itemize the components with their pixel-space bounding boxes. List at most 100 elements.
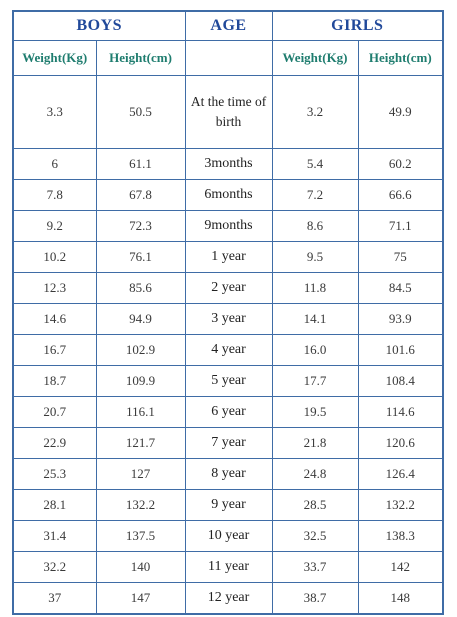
girl-height-cell: 84.5 (357, 272, 444, 304)
boy-height-cell: 127 (95, 458, 186, 490)
age-cell: 12 year (184, 582, 273, 615)
table-row: 14.6 94.9 3 year 14.1 93.9 (12, 303, 444, 335)
boy-height-cell: 132.2 (95, 489, 186, 521)
girl-height-cell: 49.9 (357, 75, 444, 149)
age-cell: 8 year (184, 458, 273, 490)
boy-weight-cell: 20.7 (12, 396, 97, 428)
table-row: 6 61.1 3months 5.4 60.2 (12, 148, 444, 180)
group-header-row: BOYS AGE GIRLS (12, 10, 444, 41)
girl-weight-cell: 8.6 (271, 210, 359, 242)
growth-chart-table: BOYS AGE GIRLS Weight(Kg) Height(cm) Wei… (12, 10, 445, 615)
girl-height-cell: 75 (357, 241, 444, 273)
girl-weight-cell: 9.5 (271, 241, 359, 273)
girl-height-cell: 114.6 (357, 396, 444, 428)
boy-weight-cell: 32.2 (12, 551, 97, 583)
boy-weight-cell: 6 (12, 148, 97, 180)
girls-header: GIRLS (271, 10, 444, 41)
boy-weight-cell: 9.2 (12, 210, 97, 242)
table-row: 18.7 109.9 5 year 17.7 108.4 (12, 365, 444, 397)
boys-header: BOYS (12, 10, 186, 41)
boy-weight-cell: 22.9 (12, 427, 97, 459)
girl-height-cell: 71.1 (357, 210, 444, 242)
boy-weight-cell: 10.2 (12, 241, 97, 273)
girl-height-cell: 142 (357, 551, 444, 583)
girl-weight-cell: 5.4 (271, 148, 359, 180)
boys-height-header: Height(cm) (95, 40, 186, 76)
girl-height-cell: 93.9 (357, 303, 444, 335)
boy-weight-cell: 37 (12, 582, 97, 615)
boy-weight-cell: 12.3 (12, 272, 97, 304)
girl-height-cell: 108.4 (357, 365, 444, 397)
boy-height-cell: 137.5 (95, 520, 186, 552)
age-cell: 3 year (184, 303, 273, 335)
age-birth-label: At the time of birth (190, 94, 267, 129)
table-row: 16.7 102.9 4 year 16.0 101.6 (12, 334, 444, 366)
boy-weight-cell: 25.3 (12, 458, 97, 490)
girl-height-cell: 138.3 (357, 520, 444, 552)
girl-weight-cell: 7.2 (271, 179, 359, 211)
age-cell: 9 year (184, 489, 273, 521)
table-row: 9.2 72.3 9months 8.6 71.1 (12, 210, 444, 242)
table-row: 10.2 76.1 1 year 9.5 75 (12, 241, 444, 273)
girls-height-header: Height(cm) (357, 40, 444, 76)
age-cell: 1 year (184, 241, 273, 273)
girl-height-cell: 132.2 (357, 489, 444, 521)
girls-weight-header: Weight(Kg) (271, 40, 359, 76)
boy-height-cell: 109.9 (95, 365, 186, 397)
girl-weight-cell: 11.8 (271, 272, 359, 304)
girl-weight-cell: 38.7 (271, 582, 359, 615)
girl-weight-cell: 16.0 (271, 334, 359, 366)
table-row: 37 147 12 year 38.7 148 (12, 582, 444, 615)
age-cell: 5 year (184, 365, 273, 397)
age-cell: 9months (184, 210, 273, 242)
age-cell: 6 year (184, 396, 273, 428)
girl-weight-cell: 19.5 (271, 396, 359, 428)
girl-height-cell: 120.6 (357, 427, 444, 459)
girl-weight-cell: 14.1 (271, 303, 359, 335)
table-row: 31.4 137.5 10 year 32.5 138.3 (12, 520, 444, 552)
boy-height-cell: 147 (95, 582, 186, 615)
boy-height-cell: 116.1 (95, 396, 186, 428)
age-cell: 4 year (184, 334, 273, 366)
boy-weight-cell: 18.7 (12, 365, 97, 397)
boy-weight-cell: 14.6 (12, 303, 97, 335)
age-header: AGE (184, 10, 273, 41)
boy-weight-cell: 28.1 (12, 489, 97, 521)
boy-height-cell: 67.8 (95, 179, 186, 211)
girl-height-cell: 148 (357, 582, 444, 615)
girl-height-cell: 60.2 (357, 148, 444, 180)
girl-weight-cell: 17.7 (271, 365, 359, 397)
table-row: 28.1 132.2 9 year 28.5 132.2 (12, 489, 444, 521)
boy-height-cell: 72.3 (95, 210, 186, 242)
girl-weight-cell: 3.2 (271, 75, 359, 149)
age-cell: 6months (184, 179, 273, 211)
boy-weight-cell: 31.4 (12, 520, 97, 552)
age-subheader-empty (184, 40, 273, 76)
boys-weight-header: Weight(Kg) (12, 40, 97, 76)
boy-weight-cell: 3.3 (12, 75, 97, 149)
table-body: 3.3 50.5 At the time of birth 3.2 49.9 6… (12, 75, 444, 615)
girl-weight-cell: 28.5 (271, 489, 359, 521)
boy-weight-cell: 7.8 (12, 179, 97, 211)
boy-weight-cell: 16.7 (12, 334, 97, 366)
boy-height-cell: 76.1 (95, 241, 186, 273)
boy-height-cell: 85.6 (95, 272, 186, 304)
age-cell: 3months (184, 148, 273, 180)
age-cell: At the time of birth (184, 75, 273, 149)
girl-weight-cell: 33.7 (271, 551, 359, 583)
table-row: 12.3 85.6 2 year 11.8 84.5 (12, 272, 444, 304)
girl-weight-cell: 24.8 (271, 458, 359, 490)
table-row: 20.7 116.1 6 year 19.5 114.6 (12, 396, 444, 428)
girl-height-cell: 66.6 (357, 179, 444, 211)
girl-height-cell: 126.4 (357, 458, 444, 490)
girl-weight-cell: 21.8 (271, 427, 359, 459)
table-row: 3.3 50.5 At the time of birth 3.2 49.9 (12, 75, 444, 149)
table-row: 25.3 127 8 year 24.8 126.4 (12, 458, 444, 490)
boy-height-cell: 61.1 (95, 148, 186, 180)
boy-height-cell: 102.9 (95, 334, 186, 366)
table-row: 32.2 140 11 year 33.7 142 (12, 551, 444, 583)
table-row: 22.9 121.7 7 year 21.8 120.6 (12, 427, 444, 459)
boy-height-cell: 121.7 (95, 427, 186, 459)
boy-height-cell: 94.9 (95, 303, 186, 335)
table-row: 7.8 67.8 6months 7.2 66.6 (12, 179, 444, 211)
